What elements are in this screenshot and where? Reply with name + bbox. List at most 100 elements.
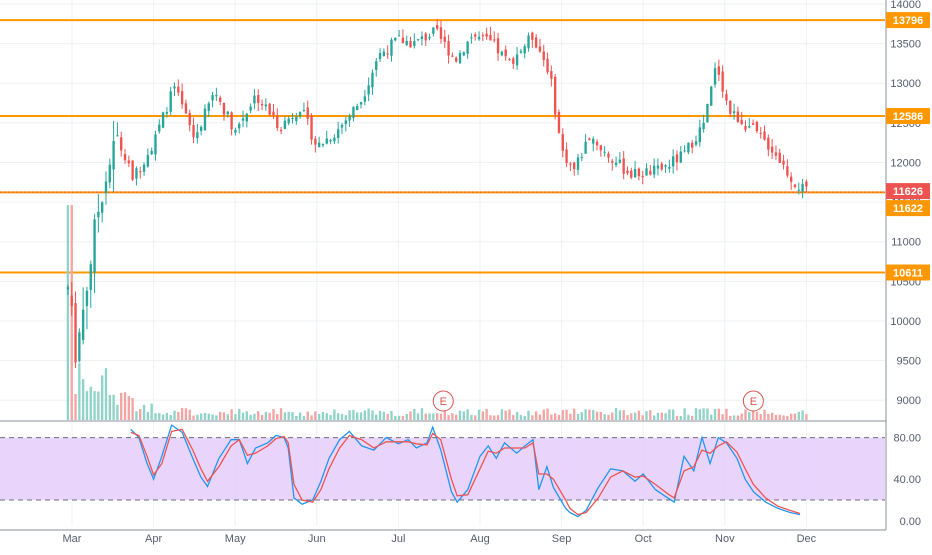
volume-bar	[104, 368, 108, 420]
volume-bar	[268, 412, 271, 420]
candle-body	[310, 115, 313, 140]
candle	[177, 79, 180, 96]
candle-body	[428, 36, 431, 39]
candle	[797, 182, 800, 195]
volume-bar	[348, 410, 351, 420]
candle	[614, 156, 618, 168]
volume-bar	[424, 413, 427, 420]
candle	[641, 170, 644, 185]
candle	[310, 113, 313, 145]
candle	[805, 179, 808, 192]
candle	[367, 77, 370, 102]
volume-bar	[538, 414, 542, 420]
candle-body	[614, 162, 618, 165]
candle-body	[504, 49, 507, 57]
volume-bar	[382, 411, 386, 420]
candle-body	[314, 138, 317, 145]
candle	[687, 142, 690, 155]
candle-body	[565, 149, 568, 163]
horizontal-levels	[0, 19, 885, 274]
volume-bar	[108, 394, 111, 420]
candle-body	[584, 141, 587, 154]
candle	[104, 171, 108, 205]
candle	[352, 106, 355, 122]
candle-body	[264, 104, 268, 107]
volume-bar	[310, 415, 313, 420]
candle	[698, 119, 701, 147]
volume-bar	[626, 415, 629, 420]
volume-bar	[230, 409, 233, 420]
candle-body	[180, 91, 184, 105]
candle	[466, 41, 469, 59]
volume-bar	[298, 412, 302, 420]
volume-bar	[500, 409, 504, 420]
volume-bar	[329, 415, 332, 420]
candle	[451, 52, 454, 58]
candle	[123, 149, 127, 164]
volume-bar	[736, 415, 740, 420]
volume-bar	[397, 415, 401, 420]
candle	[272, 103, 275, 119]
candle	[142, 162, 146, 176]
candle	[470, 33, 473, 44]
volume-bar	[447, 415, 450, 420]
candle-body	[725, 94, 728, 101]
level-tag: 10611	[886, 264, 930, 281]
candle-body	[219, 97, 222, 102]
volume-bar	[420, 408, 424, 420]
candle-body	[576, 157, 580, 170]
candlesticks	[66, 18, 808, 368]
candle	[729, 100, 732, 118]
candle-body	[241, 118, 245, 121]
volume-bar	[394, 415, 397, 420]
volume-bar	[732, 415, 736, 420]
candle	[139, 166, 142, 179]
volume-bar	[546, 408, 549, 420]
candle-body	[538, 46, 542, 52]
volume-bar	[455, 414, 458, 420]
candle-body	[729, 100, 732, 114]
volume-bar	[489, 415, 492, 420]
candle	[306, 100, 309, 125]
volume-bar	[283, 412, 287, 420]
volume-bar	[588, 409, 591, 420]
candle	[538, 38, 542, 53]
volume-bar	[721, 414, 724, 420]
candle-body	[420, 36, 424, 40]
candle	[302, 102, 306, 113]
volume-bar	[649, 410, 652, 420]
candle	[230, 111, 233, 136]
candle	[329, 138, 332, 145]
volume-bar	[386, 414, 389, 420]
earnings-label: E	[750, 396, 757, 408]
candle	[340, 122, 344, 135]
candle	[534, 34, 538, 49]
volume-bar	[710, 414, 713, 420]
candle-body	[550, 71, 553, 79]
candle	[656, 158, 660, 176]
candle	[245, 112, 249, 128]
candle	[485, 27, 488, 40]
candle-body	[755, 121, 759, 132]
candle	[542, 44, 545, 67]
candle-body	[390, 39, 393, 56]
candle	[435, 18, 439, 31]
candle	[519, 48, 523, 54]
candle-body	[474, 34, 477, 37]
volume-bar	[782, 415, 785, 420]
volume-bar	[801, 410, 804, 420]
level-tag: 13796	[886, 12, 930, 29]
candle-body	[652, 165, 656, 175]
candle	[447, 34, 450, 64]
candle	[458, 50, 462, 64]
candle-body	[416, 39, 420, 41]
volume-bar	[85, 391, 89, 420]
candle-body	[618, 159, 622, 163]
stochastic-panel	[0, 424, 885, 518]
candle-body	[367, 85, 370, 95]
candle-body	[706, 103, 709, 123]
candle-body	[329, 140, 332, 142]
candle-body	[321, 143, 325, 146]
candle-body	[523, 46, 526, 54]
volume-bar	[325, 413, 328, 420]
